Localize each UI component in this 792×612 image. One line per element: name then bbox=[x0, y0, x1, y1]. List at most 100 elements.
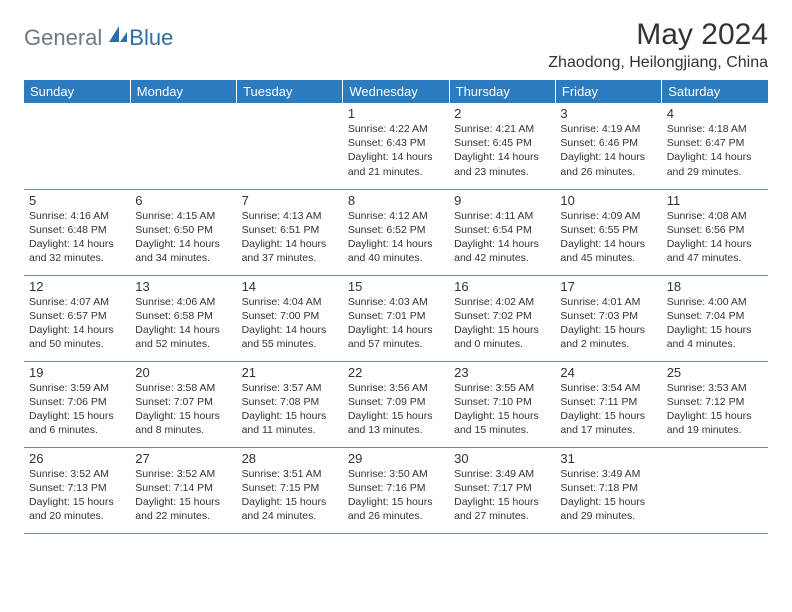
day-info: Sunrise: 4:00 AMSunset: 7:04 PMDaylight:… bbox=[667, 295, 763, 352]
day-info: Sunrise: 4:09 AMSunset: 6:55 PMDaylight:… bbox=[560, 209, 656, 266]
day-info: Sunrise: 4:18 AMSunset: 6:47 PMDaylight:… bbox=[667, 122, 763, 179]
day-info: Sunrise: 3:49 AMSunset: 7:17 PMDaylight:… bbox=[454, 467, 550, 524]
logo: General Blue bbox=[24, 18, 173, 51]
calendar-day-cell: 31Sunrise: 3:49 AMSunset: 7:18 PMDayligh… bbox=[555, 447, 661, 533]
day-number: 14 bbox=[242, 279, 338, 294]
day-number: 28 bbox=[242, 451, 338, 466]
calendar-day-cell: 1Sunrise: 4:22 AMSunset: 6:43 PMDaylight… bbox=[343, 103, 449, 189]
weekday-header: Friday bbox=[555, 80, 661, 103]
day-number: 13 bbox=[135, 279, 231, 294]
logo-text-general: General bbox=[24, 25, 102, 51]
title-block: May 2024 Zhaodong, Heilongjiang, China bbox=[548, 18, 768, 72]
day-number: 1 bbox=[348, 106, 444, 121]
day-number: 26 bbox=[29, 451, 125, 466]
day-number: 17 bbox=[560, 279, 656, 294]
day-info: Sunrise: 3:50 AMSunset: 7:16 PMDaylight:… bbox=[348, 467, 444, 524]
day-info: Sunrise: 4:21 AMSunset: 6:45 PMDaylight:… bbox=[454, 122, 550, 179]
day-number: 27 bbox=[135, 451, 231, 466]
weekday-header: Sunday bbox=[24, 80, 130, 103]
calendar-week-row: 5Sunrise: 4:16 AMSunset: 6:48 PMDaylight… bbox=[24, 189, 768, 275]
weekday-header: Saturday bbox=[662, 80, 768, 103]
location-subtitle: Zhaodong, Heilongjiang, China bbox=[548, 54, 768, 72]
calendar-empty-cell bbox=[237, 103, 343, 189]
calendar-week-row: 12Sunrise: 4:07 AMSunset: 6:57 PMDayligh… bbox=[24, 275, 768, 361]
calendar-day-cell: 8Sunrise: 4:12 AMSunset: 6:52 PMDaylight… bbox=[343, 189, 449, 275]
day-info: Sunrise: 3:59 AMSunset: 7:06 PMDaylight:… bbox=[29, 381, 125, 438]
calendar-day-cell: 21Sunrise: 3:57 AMSunset: 7:08 PMDayligh… bbox=[237, 361, 343, 447]
day-info: Sunrise: 4:07 AMSunset: 6:57 PMDaylight:… bbox=[29, 295, 125, 352]
calendar-day-cell: 10Sunrise: 4:09 AMSunset: 6:55 PMDayligh… bbox=[555, 189, 661, 275]
calendar-day-cell: 29Sunrise: 3:50 AMSunset: 7:16 PMDayligh… bbox=[343, 447, 449, 533]
calendar-day-cell: 30Sunrise: 3:49 AMSunset: 7:17 PMDayligh… bbox=[449, 447, 555, 533]
day-number: 4 bbox=[667, 106, 763, 121]
calendar-day-cell: 22Sunrise: 3:56 AMSunset: 7:09 PMDayligh… bbox=[343, 361, 449, 447]
day-number: 7 bbox=[242, 193, 338, 208]
calendar-week-row: 19Sunrise: 3:59 AMSunset: 7:06 PMDayligh… bbox=[24, 361, 768, 447]
calendar-week-row: 1Sunrise: 4:22 AMSunset: 6:43 PMDaylight… bbox=[24, 103, 768, 189]
calendar-empty-cell bbox=[662, 447, 768, 533]
calendar-day-cell: 23Sunrise: 3:55 AMSunset: 7:10 PMDayligh… bbox=[449, 361, 555, 447]
day-info: Sunrise: 4:08 AMSunset: 6:56 PMDaylight:… bbox=[667, 209, 763, 266]
day-info: Sunrise: 3:57 AMSunset: 7:08 PMDaylight:… bbox=[242, 381, 338, 438]
day-info: Sunrise: 3:56 AMSunset: 7:09 PMDaylight:… bbox=[348, 381, 444, 438]
calendar-day-cell: 12Sunrise: 4:07 AMSunset: 6:57 PMDayligh… bbox=[24, 275, 130, 361]
day-info: Sunrise: 3:54 AMSunset: 7:11 PMDaylight:… bbox=[560, 381, 656, 438]
day-info: Sunrise: 3:55 AMSunset: 7:10 PMDaylight:… bbox=[454, 381, 550, 438]
day-number: 21 bbox=[242, 365, 338, 380]
day-number: 5 bbox=[29, 193, 125, 208]
calendar-day-cell: 9Sunrise: 4:11 AMSunset: 6:54 PMDaylight… bbox=[449, 189, 555, 275]
day-number: 12 bbox=[29, 279, 125, 294]
calendar-day-cell: 6Sunrise: 4:15 AMSunset: 6:50 PMDaylight… bbox=[130, 189, 236, 275]
day-number: 24 bbox=[560, 365, 656, 380]
day-info: Sunrise: 4:15 AMSunset: 6:50 PMDaylight:… bbox=[135, 209, 231, 266]
calendar-day-cell: 24Sunrise: 3:54 AMSunset: 7:11 PMDayligh… bbox=[555, 361, 661, 447]
calendar-day-cell: 13Sunrise: 4:06 AMSunset: 6:58 PMDayligh… bbox=[130, 275, 236, 361]
weekday-header: Tuesday bbox=[237, 80, 343, 103]
calendar-day-cell: 3Sunrise: 4:19 AMSunset: 6:46 PMDaylight… bbox=[555, 103, 661, 189]
calendar-head: SundayMondayTuesdayWednesdayThursdayFrid… bbox=[24, 80, 768, 103]
day-info: Sunrise: 3:53 AMSunset: 7:12 PMDaylight:… bbox=[667, 381, 763, 438]
day-info: Sunrise: 4:13 AMSunset: 6:51 PMDaylight:… bbox=[242, 209, 338, 266]
calendar-day-cell: 16Sunrise: 4:02 AMSunset: 7:02 PMDayligh… bbox=[449, 275, 555, 361]
day-number: 20 bbox=[135, 365, 231, 380]
calendar-day-cell: 19Sunrise: 3:59 AMSunset: 7:06 PMDayligh… bbox=[24, 361, 130, 447]
day-number: 29 bbox=[348, 451, 444, 466]
day-number: 25 bbox=[667, 365, 763, 380]
logo-text-blue: Blue bbox=[129, 25, 173, 51]
weekday-header: Thursday bbox=[449, 80, 555, 103]
day-info: Sunrise: 4:16 AMSunset: 6:48 PMDaylight:… bbox=[29, 209, 125, 266]
weekday-header: Monday bbox=[130, 80, 236, 103]
calendar-day-cell: 4Sunrise: 4:18 AMSunset: 6:47 PMDaylight… bbox=[662, 103, 768, 189]
header: General Blue May 2024 Zhaodong, Heilongj… bbox=[24, 18, 768, 72]
day-number: 6 bbox=[135, 193, 231, 208]
day-info: Sunrise: 4:02 AMSunset: 7:02 PMDaylight:… bbox=[454, 295, 550, 352]
day-number: 31 bbox=[560, 451, 656, 466]
day-number: 15 bbox=[348, 279, 444, 294]
day-info: Sunrise: 3:58 AMSunset: 7:07 PMDaylight:… bbox=[135, 381, 231, 438]
calendar-week-row: 26Sunrise: 3:52 AMSunset: 7:13 PMDayligh… bbox=[24, 447, 768, 533]
day-number: 30 bbox=[454, 451, 550, 466]
day-info: Sunrise: 3:52 AMSunset: 7:13 PMDaylight:… bbox=[29, 467, 125, 524]
calendar-body: 1Sunrise: 4:22 AMSunset: 6:43 PMDaylight… bbox=[24, 103, 768, 533]
calendar-day-cell: 25Sunrise: 3:53 AMSunset: 7:12 PMDayligh… bbox=[662, 361, 768, 447]
day-number: 9 bbox=[454, 193, 550, 208]
page: General Blue May 2024 Zhaodong, Heilongj… bbox=[0, 0, 792, 552]
day-info: Sunrise: 4:04 AMSunset: 7:00 PMDaylight:… bbox=[242, 295, 338, 352]
day-info: Sunrise: 4:06 AMSunset: 6:58 PMDaylight:… bbox=[135, 295, 231, 352]
calendar-day-cell: 14Sunrise: 4:04 AMSunset: 7:00 PMDayligh… bbox=[237, 275, 343, 361]
weekday-row: SundayMondayTuesdayWednesdayThursdayFrid… bbox=[24, 80, 768, 103]
day-info: Sunrise: 4:19 AMSunset: 6:46 PMDaylight:… bbox=[560, 122, 656, 179]
calendar-empty-cell bbox=[24, 103, 130, 189]
day-info: Sunrise: 3:51 AMSunset: 7:15 PMDaylight:… bbox=[242, 467, 338, 524]
day-number: 3 bbox=[560, 106, 656, 121]
sail-icon bbox=[107, 24, 129, 51]
calendar-table: SundayMondayTuesdayWednesdayThursdayFrid… bbox=[24, 80, 768, 534]
day-number: 11 bbox=[667, 193, 763, 208]
calendar-empty-cell bbox=[130, 103, 236, 189]
page-title: May 2024 bbox=[548, 18, 768, 52]
day-info: Sunrise: 3:52 AMSunset: 7:14 PMDaylight:… bbox=[135, 467, 231, 524]
day-number: 10 bbox=[560, 193, 656, 208]
day-info: Sunrise: 4:12 AMSunset: 6:52 PMDaylight:… bbox=[348, 209, 444, 266]
day-info: Sunrise: 4:22 AMSunset: 6:43 PMDaylight:… bbox=[348, 122, 444, 179]
calendar-day-cell: 2Sunrise: 4:21 AMSunset: 6:45 PMDaylight… bbox=[449, 103, 555, 189]
